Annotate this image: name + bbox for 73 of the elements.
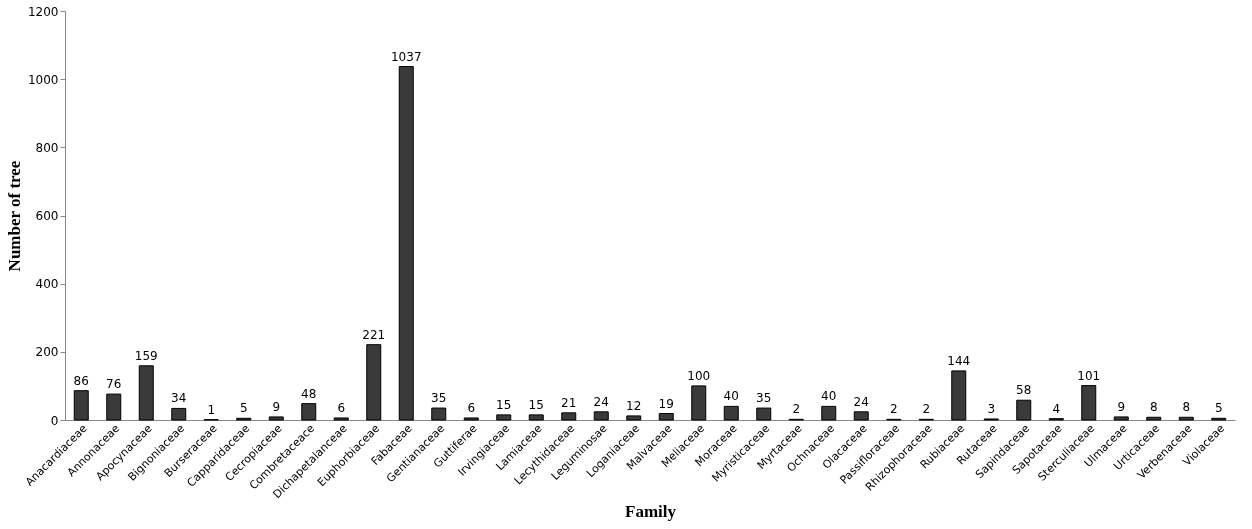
data-label: 48 <box>301 386 317 401</box>
y-tick-label: 1200 <box>27 4 59 19</box>
data-label: 40 <box>723 389 739 404</box>
bar <box>528 414 544 421</box>
bar <box>626 415 642 421</box>
data-label: 76 <box>106 377 122 392</box>
bar <box>723 405 739 421</box>
data-label: 19 <box>658 396 674 411</box>
bar <box>496 414 512 421</box>
bar <box>1178 416 1194 421</box>
bar <box>431 407 447 421</box>
data-label: 24 <box>853 394 869 409</box>
bar <box>398 66 414 421</box>
bar <box>333 417 349 421</box>
data-label: 6 <box>467 400 476 415</box>
bar <box>171 407 187 421</box>
bar <box>73 390 89 421</box>
bar <box>268 416 284 421</box>
data-label: 12 <box>626 398 642 413</box>
data-label: 4 <box>1052 401 1061 416</box>
y-tick-label: 1000 <box>27 72 59 87</box>
bar <box>853 411 869 421</box>
data-label: 9 <box>272 399 281 414</box>
bar <box>951 370 967 421</box>
data-label: 35 <box>431 391 447 406</box>
bar <box>658 413 674 421</box>
data-label: 221 <box>362 327 386 342</box>
data-label: 15 <box>496 397 512 412</box>
data-label: 5 <box>239 401 248 416</box>
y-tick-label: 600 <box>35 209 59 223</box>
data-label: 15 <box>528 397 544 412</box>
data-label: 101 <box>1077 368 1101 383</box>
bar <box>1146 416 1162 421</box>
bar <box>593 411 609 421</box>
data-label: 86 <box>73 373 89 388</box>
bar <box>138 365 154 421</box>
data-label: 40 <box>821 389 837 404</box>
data-label: 24 <box>593 394 609 409</box>
data-label: 159 <box>134 348 158 363</box>
data-label: 1037 <box>390 49 422 64</box>
bar <box>756 407 772 421</box>
y-tick-label: 0 <box>50 413 59 428</box>
bar <box>561 412 577 421</box>
data-label: 6 <box>337 400 346 415</box>
bar <box>106 393 122 421</box>
data-label: 5 <box>1214 401 1223 416</box>
bar <box>1113 416 1129 421</box>
bar <box>463 417 479 421</box>
data-label: 1 <box>207 402 216 417</box>
bar <box>301 403 317 421</box>
data-label: 34 <box>171 391 187 406</box>
data-label: 100 <box>687 368 711 383</box>
y-axis-title: Number of tree <box>4 160 24 272</box>
data-label: 21 <box>561 395 577 410</box>
data-label: 8 <box>1149 400 1158 415</box>
data-label: 3 <box>987 401 996 416</box>
data-label: 58 <box>1016 383 1032 398</box>
bar <box>1016 399 1032 421</box>
x-axis-title: Family <box>625 502 677 522</box>
bar <box>1081 385 1097 421</box>
y-tick-label: 400 <box>35 277 59 292</box>
data-label: 2 <box>889 402 898 417</box>
data-label: 144 <box>947 353 971 368</box>
bar <box>366 344 382 421</box>
data-label: 2 <box>792 402 801 417</box>
bar <box>821 405 837 421</box>
data-label: 9 <box>1117 399 1126 414</box>
bar <box>691 385 707 421</box>
data-label: 8 <box>1182 400 1191 415</box>
y-tick-label: 800 <box>35 140 59 155</box>
data-label: 35 <box>756 391 772 406</box>
y-tick-label: 200 <box>35 345 59 360</box>
data-label: 2 <box>922 402 931 417</box>
